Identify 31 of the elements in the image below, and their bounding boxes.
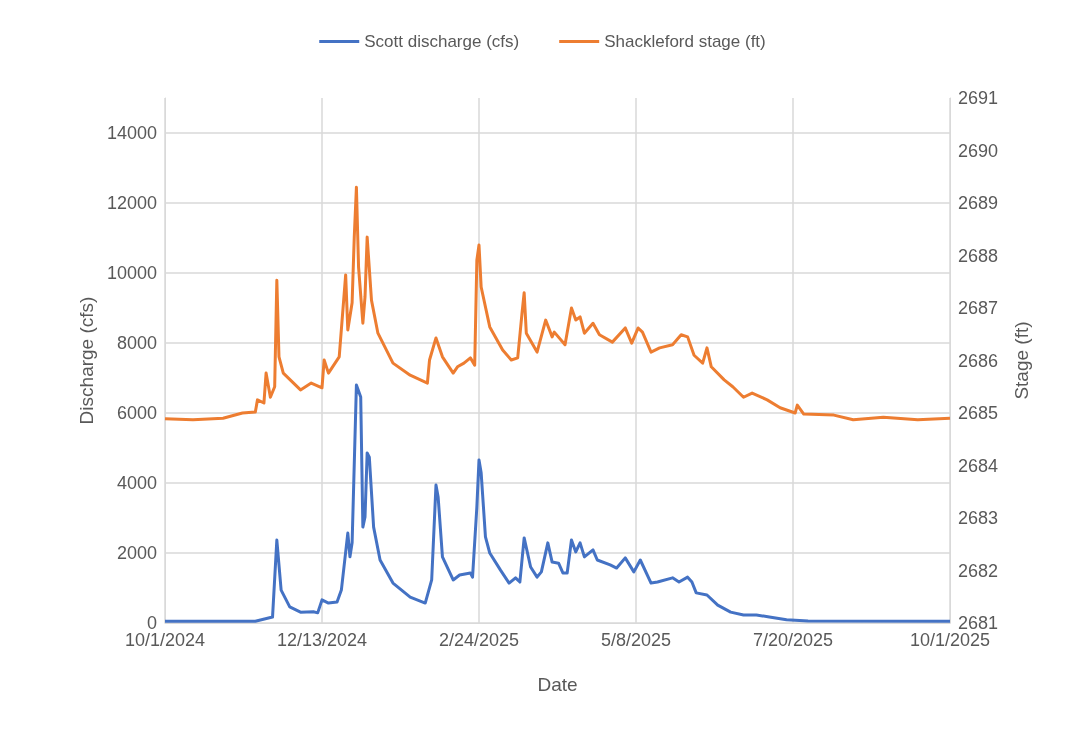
y2-tick-label: 2687 <box>958 298 999 318</box>
x-tick-label: 12/13/2024 <box>276 630 368 650</box>
y-tick-label: 10000 <box>106 263 157 283</box>
y2-tick-label: 2684 <box>958 455 999 476</box>
x-tick-label: 7/20/2025 <box>752 630 834 650</box>
x-tick-label: 10/1/2025 <box>909 630 991 650</box>
y-tick-label: 4000 <box>116 473 157 493</box>
legend-label: Scott discharge (cfs) <box>364 32 520 51</box>
x-axis-title: Date <box>537 674 578 695</box>
y2-tick-label: 2689 <box>958 193 999 213</box>
x-tick-label: 2/24/2025 <box>438 630 520 650</box>
y2-tick-label: 2685 <box>958 403 999 423</box>
y2-axis-title: Stage (ft) <box>1011 321 1032 400</box>
y-tick-label: 0 <box>146 613 157 633</box>
x-tick-label: 10/1/2024 <box>124 630 206 650</box>
y2-tick-label: 2688 <box>958 245 999 266</box>
y2-tick-label: 2686 <box>958 350 999 371</box>
y2-tick-label: 2690 <box>958 140 999 161</box>
y2-tick-label: 2683 <box>958 508 999 528</box>
y2-tick-label: 2691 <box>958 88 999 108</box>
y-tick-label: 6000 <box>116 403 157 423</box>
legend-label: Shackleford stage (ft) <box>604 32 766 51</box>
line-series <box>163 185 952 422</box>
y2-tick-label: 2681 <box>958 613 999 633</box>
y-tick-label: 8000 <box>116 333 157 353</box>
y-axis-title: Discharge (cfs) <box>76 296 98 425</box>
y-tick-label: 14000 <box>106 123 157 143</box>
x-tick-label: 5/8/2025 <box>600 630 672 650</box>
y2-tick-label: 2682 <box>958 560 999 581</box>
y-tick-label: 2000 <box>116 543 157 563</box>
y-tick-label: 12000 <box>106 193 157 213</box>
